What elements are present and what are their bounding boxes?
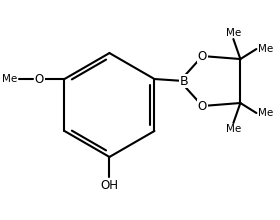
Text: O: O bbox=[198, 99, 207, 112]
Text: Me: Me bbox=[258, 108, 274, 118]
Text: Me: Me bbox=[226, 28, 241, 38]
Text: B: B bbox=[180, 75, 189, 88]
Text: Me: Me bbox=[226, 124, 241, 134]
Text: OH: OH bbox=[101, 179, 118, 192]
Text: Me: Me bbox=[258, 44, 274, 54]
Text: O: O bbox=[35, 73, 44, 86]
Text: O: O bbox=[198, 50, 207, 62]
Text: Me: Me bbox=[2, 74, 18, 84]
